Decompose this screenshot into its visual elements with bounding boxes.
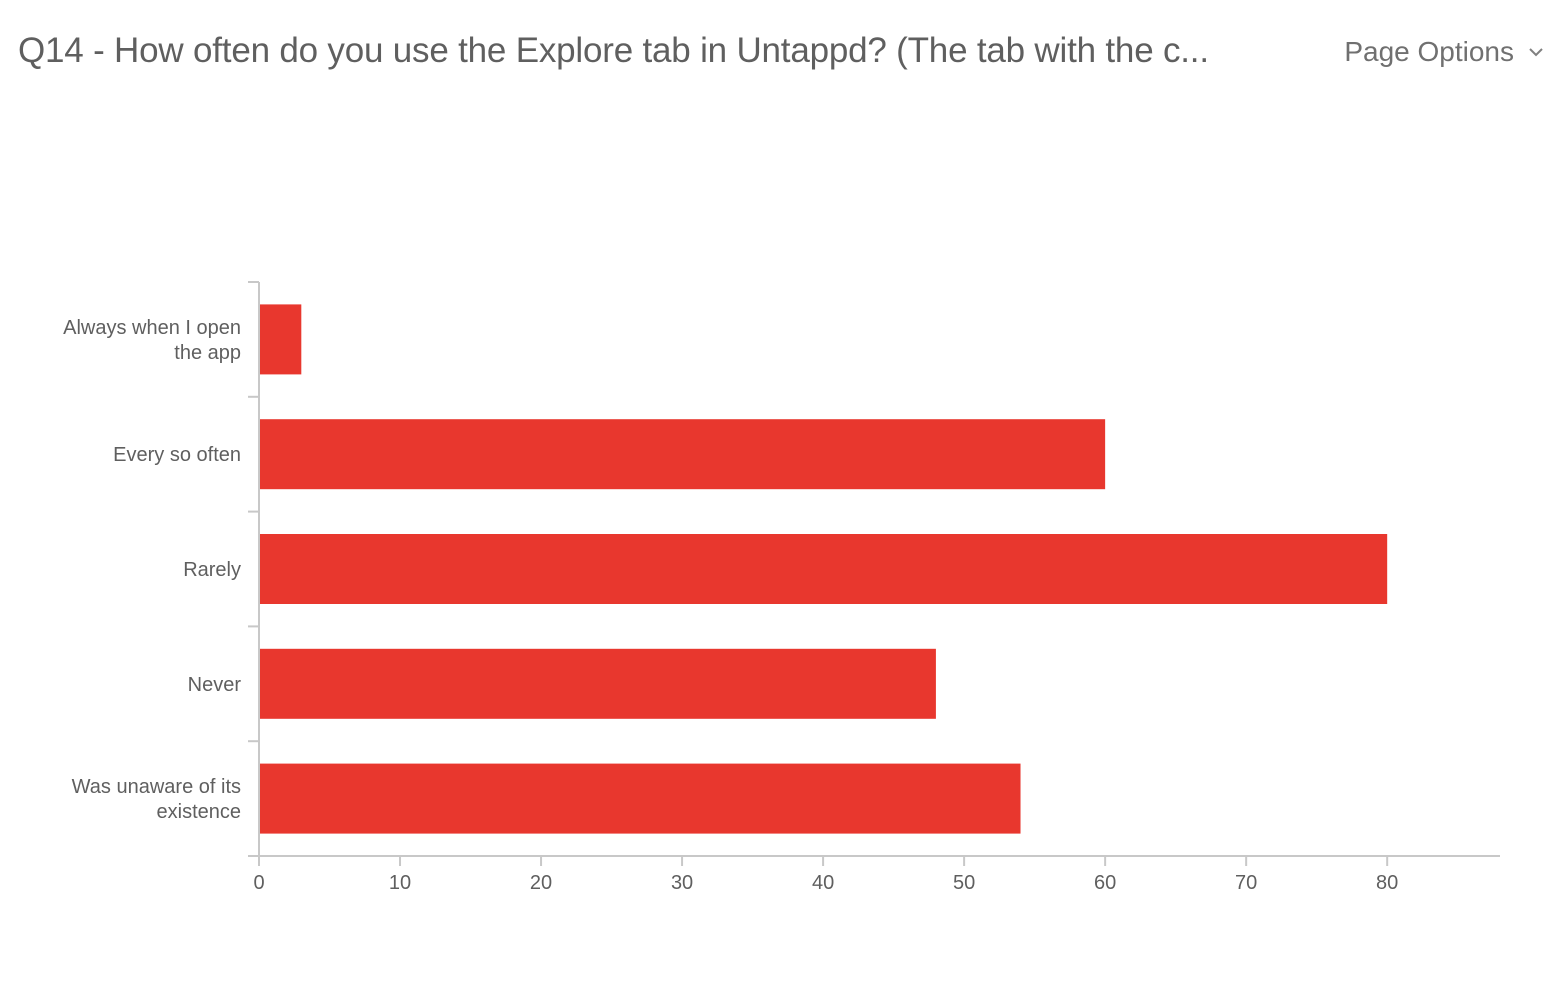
page-options-button[interactable]: Page Options (1344, 32, 1544, 72)
y-category-label: Rarely (183, 559, 241, 581)
page-options-label: Page Options (1344, 36, 1514, 67)
x-tick-label: 30 (671, 872, 693, 894)
y-category-label: existence (157, 801, 242, 823)
chevron-down-icon (1529, 48, 1543, 57)
y-category-label: Was unaware of its (72, 776, 241, 798)
x-tick-label: 70 (1235, 872, 1257, 894)
bar (260, 419, 1106, 490)
y-category-label: Always when I open (63, 317, 241, 339)
x-tick-label: 10 (389, 872, 411, 894)
x-tick-label: 50 (953, 872, 975, 894)
y-category-label: Never (188, 674, 242, 696)
header: Q14 - How often do you use the Explore t… (0, 0, 1566, 110)
x-tick-label: 20 (530, 872, 552, 894)
bar (260, 648, 936, 719)
x-tick-label: 0 (253, 872, 264, 894)
x-tick-label: 80 (1376, 872, 1398, 894)
bar (260, 304, 302, 375)
bar (260, 534, 1388, 604)
y-category-label: Every so often (113, 444, 241, 466)
bar (260, 763, 1021, 834)
x-tick-label: 60 (1094, 872, 1116, 894)
y-category-label: the app (174, 342, 241, 364)
x-tick-label: 40 (812, 872, 834, 894)
